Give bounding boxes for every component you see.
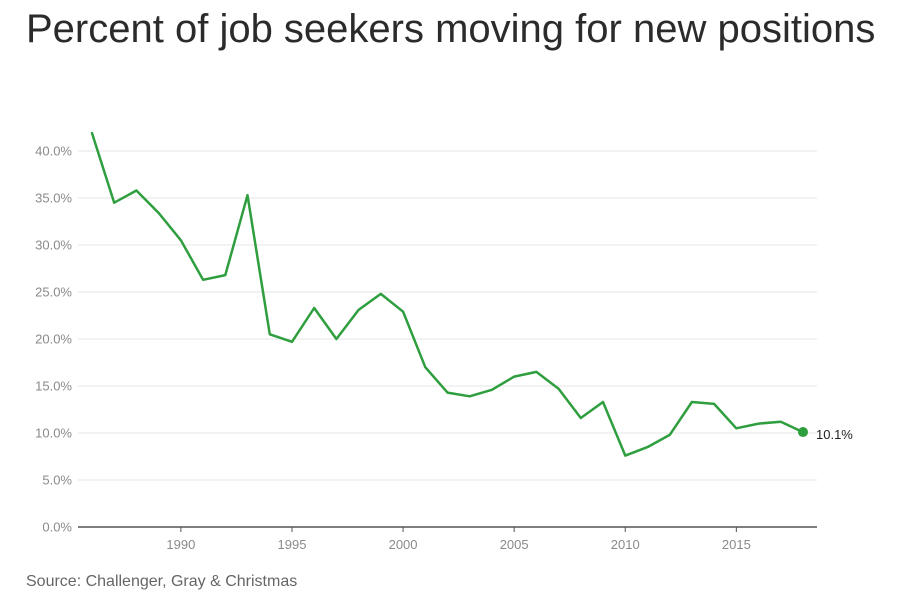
y-tick-label: 40.0% [35, 144, 72, 159]
y-tick-label: 10.0% [35, 426, 72, 441]
x-tick-label: 2010 [611, 537, 640, 552]
end-point-marker [798, 427, 808, 438]
y-tick-label: 25.0% [35, 285, 72, 300]
y-tick-label: 35.0% [35, 191, 72, 206]
y-tick-label: 30.0% [35, 238, 72, 253]
end-value-label: 10.1% [816, 427, 853, 442]
y-tick-label: 0.0% [42, 520, 72, 535]
x-tick-label: 1995 [278, 537, 307, 552]
x-tick-label: 2000 [389, 537, 418, 552]
x-tick-label: 2015 [722, 537, 751, 552]
x-axis-ticks: 1990 1995 2000 2005 2010 2015 [166, 527, 751, 552]
y-tick-label: 20.0% [35, 332, 72, 347]
x-tick-label: 2005 [500, 537, 529, 552]
y-axis-ticks: 0.0% 5.0% 10.0% 15.0% 20.0% 25.0% 30.0% 35.0% 40… [35, 144, 72, 535]
chart-title: Percent of job seekers moving for new po… [26, 7, 876, 51]
gridlines [78, 150, 817, 481]
source-note: Source: Challenger, Gray & Christmas [26, 573, 298, 590]
x-tick-label: 1990 [166, 537, 195, 552]
y-tick-label: 15.0% [35, 379, 72, 394]
y-tick-label: 5.0% [42, 473, 72, 488]
series-line [90, 131, 805, 457]
